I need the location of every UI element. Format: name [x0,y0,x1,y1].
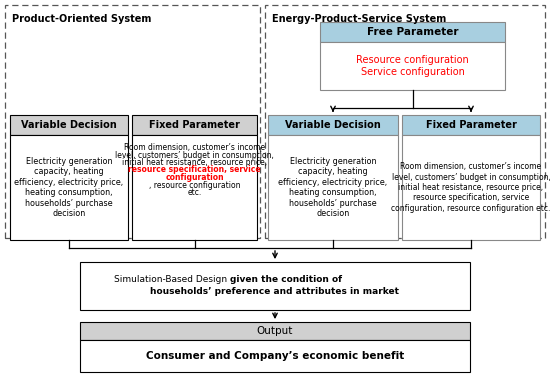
Text: Room dimension, customer’s income
level, customers’ budget in consumption,
initi: Room dimension, customer’s income level,… [391,162,550,213]
Text: given the condition of: given the condition of [230,275,342,285]
Text: Simulation-Based Design: Simulation-Based Design [114,275,230,285]
Text: initial heat resistance, resource price,: initial heat resistance, resource price, [122,158,267,167]
Text: configuration: configuration [165,173,224,182]
Bar [5,5,260,238]
Text: Free Parameter: Free Parameter [367,27,458,37]
Bar [132,115,257,135]
Bar [10,115,128,135]
Bar [80,340,470,372]
Bar [265,5,545,238]
Text: Energy-Product-Service System: Energy-Product-Service System [272,14,446,24]
Text: Resource configuration
Service configuration: Resource configuration Service configura… [356,55,469,77]
Bar [402,135,540,240]
Text: Fixed Parameter: Fixed Parameter [426,120,516,130]
Text: Variable Decision: Variable Decision [285,120,381,130]
Bar [268,135,398,240]
Text: Consumer and Company’s economic benefit: Consumer and Company’s economic benefit [146,351,404,361]
Text: households’ preference and attributes in market: households’ preference and attributes in… [151,288,399,296]
Text: , resource configuration: , resource configuration [148,181,240,189]
Text: etc.: etc. [188,188,202,197]
Text: Variable Decision: Variable Decision [21,120,117,130]
Text: Electricity generation
capacity, heating
efficiency, electricity price,
heating : Electricity generation capacity, heating… [14,157,124,218]
Bar [320,42,505,90]
Bar [268,115,398,135]
Text: Product-Oriented System: Product-Oriented System [12,14,151,24]
Bar [132,135,257,240]
Text: level, customers’ budget in consumption,: level, customers’ budget in consumption, [115,150,274,160]
Bar [80,262,470,310]
Bar [10,135,128,240]
Text: Fixed Parameter: Fixed Parameter [149,120,240,130]
Bar [80,322,470,340]
Text: resource specification, service: resource specification, service [128,165,261,174]
Text: Electricity generation
capacity, heating
efficiency, electricity price,
heating : Electricity generation capacity, heating… [278,157,388,218]
Text: Output: Output [257,326,293,336]
Bar [402,115,540,135]
Text: Room dimension, customer’s income: Room dimension, customer’s income [124,143,265,152]
Bar [320,22,505,42]
